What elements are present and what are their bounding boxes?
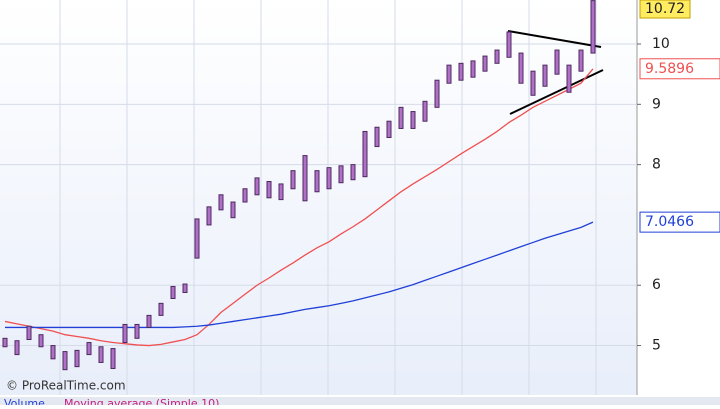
plot-area xyxy=(0,0,637,395)
price-bar xyxy=(566,64,572,93)
price-bar xyxy=(170,285,176,300)
trendline xyxy=(509,69,604,115)
price-bar xyxy=(218,194,224,211)
price-bar xyxy=(518,52,524,84)
legend-text: Volume xyxy=(4,397,45,405)
price-bar xyxy=(182,283,188,293)
price-bar xyxy=(122,323,128,344)
price-bar xyxy=(338,165,344,184)
price-bar xyxy=(506,31,512,58)
moving-average xyxy=(5,221,594,329)
price-bar xyxy=(38,334,44,348)
price-bar xyxy=(578,49,584,72)
price-bar xyxy=(386,120,392,138)
legend-strip xyxy=(0,397,720,405)
price-bar xyxy=(14,340,20,356)
price-bar xyxy=(242,188,248,203)
price-bar xyxy=(482,55,488,72)
price-bar xyxy=(230,201,236,219)
y-tick-label: 8 xyxy=(652,157,661,173)
price-bar xyxy=(362,130,368,178)
price-bar xyxy=(74,349,80,368)
price-bar xyxy=(50,345,56,360)
price-bar xyxy=(206,206,212,226)
price-bar xyxy=(470,60,476,78)
price-bar xyxy=(302,155,308,202)
price-bar xyxy=(590,0,596,54)
price-bar xyxy=(494,49,500,64)
price-bar xyxy=(434,79,440,108)
y-tick-label: 9 xyxy=(652,96,661,112)
price-bar xyxy=(350,164,356,181)
price-bar xyxy=(2,337,8,348)
price-bar xyxy=(26,325,32,341)
value-badge-label: 7.0466 xyxy=(645,214,694,230)
price-bar xyxy=(254,177,260,196)
price-bar xyxy=(458,62,464,81)
price-bar xyxy=(422,100,428,122)
value-badge xyxy=(639,211,720,233)
value-badge xyxy=(639,58,720,80)
price-bar xyxy=(146,314,152,328)
price-bar xyxy=(314,170,320,193)
price-bar xyxy=(446,64,452,84)
price-bar xyxy=(62,351,68,371)
price-bar xyxy=(110,348,116,369)
price-bar xyxy=(410,111,416,129)
price-bar xyxy=(542,64,548,87)
watermark: © ProRealTime.com xyxy=(6,379,126,393)
value-badge-label: 9.5896 xyxy=(645,61,694,77)
price-bar xyxy=(278,183,284,201)
price-bar xyxy=(134,323,140,339)
price-bar xyxy=(530,70,536,96)
price-bar xyxy=(266,181,272,199)
price-bar xyxy=(326,167,332,190)
moving-average xyxy=(4,68,594,347)
y-tick-label: 10 xyxy=(652,36,670,52)
trendline xyxy=(507,30,602,48)
price-bar xyxy=(374,126,380,148)
last-price-label: 10.72 xyxy=(645,1,685,17)
price-bar xyxy=(194,218,200,259)
legend-text: Moving average (Simple,10) xyxy=(64,397,219,405)
price-bar xyxy=(98,346,104,363)
price-bar xyxy=(290,170,296,190)
y-tick-label: 6 xyxy=(652,277,661,293)
last-price-badge xyxy=(639,0,691,19)
price-bar xyxy=(86,342,92,356)
price-bar xyxy=(158,302,164,316)
y-tick-label: 5 xyxy=(652,338,661,354)
price-bar xyxy=(398,106,404,129)
price-bar xyxy=(554,49,560,75)
